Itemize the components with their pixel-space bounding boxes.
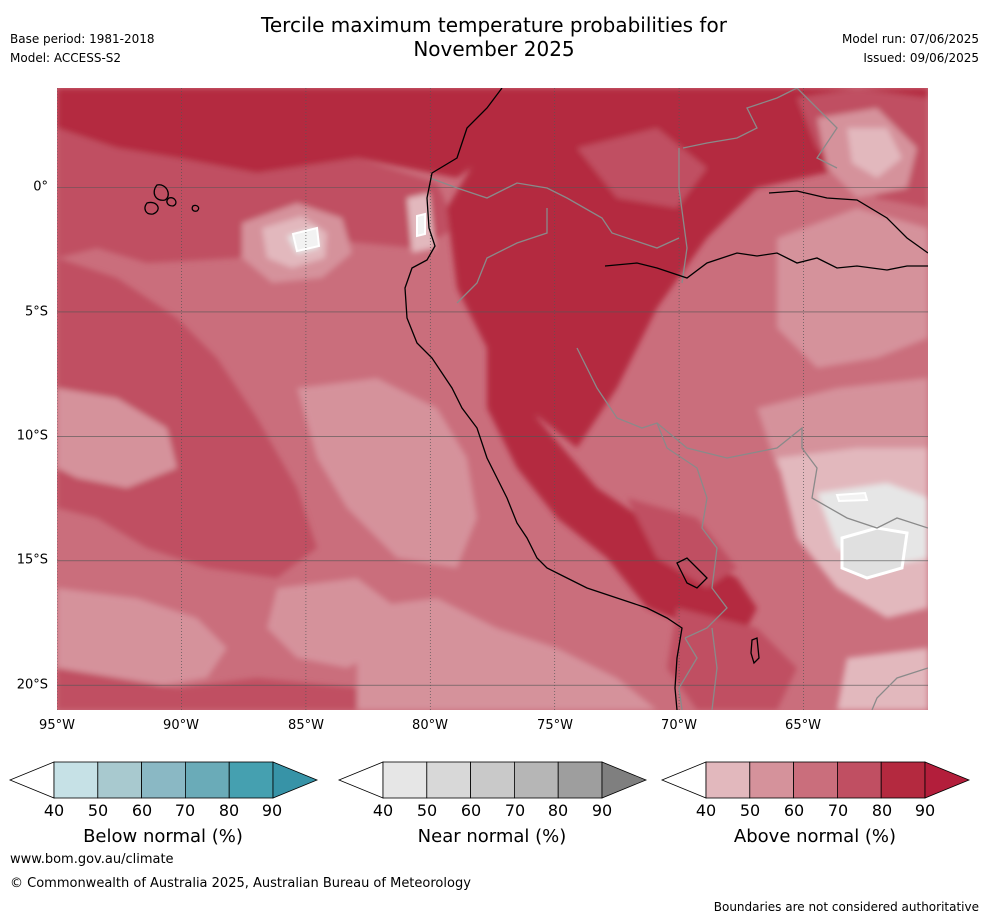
lat-label-15s: 15°S xyxy=(16,552,48,568)
cb-below-tick: 80 xyxy=(218,801,240,820)
title-line-1: Tercile maximum temperature probabilitie… xyxy=(261,13,727,37)
website-link[interactable]: www.bom.gov.au/climate xyxy=(10,852,174,867)
colorbar-segment xyxy=(184,761,230,799)
colorbars xyxy=(8,761,971,799)
colorbar-segment xyxy=(705,761,751,799)
cb-near-tick: 40 xyxy=(372,801,394,820)
cb-below-tick: 50 xyxy=(87,801,109,820)
lon-label-85w: 85°W xyxy=(288,718,324,733)
cb-above-tick: 40 xyxy=(695,801,717,820)
boundaries-disclaimer: Boundaries are not considered authoritat… xyxy=(713,900,979,914)
colorbar-segment xyxy=(557,761,603,799)
lon-label-90w: 90°W xyxy=(163,718,199,733)
model-run-label: Model run: 07/06/2025 xyxy=(841,32,979,46)
lon-label-75w: 75°W xyxy=(537,718,573,733)
country-boundaries xyxy=(429,88,928,710)
colorbar-extend-low xyxy=(660,761,707,799)
colorbar-segment xyxy=(514,761,559,799)
cb-above-tick: 70 xyxy=(827,801,849,820)
colorbar-segment xyxy=(141,761,186,799)
lat-label-5s: 5°S xyxy=(24,304,48,320)
cb-below-tick: 90 xyxy=(261,801,283,820)
colorbar-segment xyxy=(749,761,794,799)
colorbar-segment xyxy=(426,761,471,799)
cb-below-tick: 60 xyxy=(131,801,153,820)
coastlines xyxy=(144,88,928,710)
cb-near-tick: 90 xyxy=(591,801,613,820)
colorbar-extend-high xyxy=(272,761,319,799)
cb-near-tick: 70 xyxy=(504,801,526,820)
colorbar-segment xyxy=(53,761,99,799)
probability-map xyxy=(57,88,928,710)
cb-below-tick: 40 xyxy=(43,801,65,820)
cb-above-tick: 50 xyxy=(739,801,761,820)
colorbar-segment xyxy=(837,761,882,799)
cb-near-tick: 50 xyxy=(416,801,438,820)
lon-label-70w: 70°W xyxy=(661,718,697,733)
lat-label-20s: 20°S xyxy=(16,677,48,693)
cb-above-tick: 90 xyxy=(914,801,936,820)
issued-label: Issued: 09/06/2025 xyxy=(863,51,979,65)
colorbar-extend-high xyxy=(601,761,648,799)
colorbar-extend-low xyxy=(337,761,384,799)
colorbar-below-label: Below normal (%) xyxy=(83,826,243,847)
colorbar-below-normal xyxy=(8,761,319,799)
title-line-2: November 2025 xyxy=(413,37,575,61)
lat-label-10s: 10°S xyxy=(16,428,48,444)
latitude-lines xyxy=(57,187,928,686)
copyright-notice: © Commonwealth of Australia 2025, Austra… xyxy=(10,876,471,891)
cb-near-tick: 80 xyxy=(547,801,569,820)
colorbar-above-label: Above normal (%) xyxy=(733,826,897,847)
colorbar-near-normal xyxy=(337,761,648,799)
colorbar-extend-high xyxy=(924,761,971,799)
colorbar-extend-low xyxy=(8,761,55,799)
lon-label-65w: 65°W xyxy=(785,718,821,733)
colorbar-above-normal xyxy=(660,761,971,799)
map-title: Tercile maximum temperature probabilitie… xyxy=(0,13,988,61)
lat-label-0: 0° xyxy=(33,179,48,195)
colorbar-segment xyxy=(880,761,926,799)
cb-above-tick: 60 xyxy=(783,801,805,820)
cb-near-tick: 60 xyxy=(460,801,482,820)
lon-label-80w: 80°W xyxy=(412,718,448,733)
cb-below-tick: 70 xyxy=(174,801,196,820)
base-period-label: Base period: 1981-2018 xyxy=(10,32,155,46)
colorbar-segment xyxy=(228,761,274,799)
colorbar-segment xyxy=(470,761,515,799)
cb-above-tick: 80 xyxy=(871,801,893,820)
colorbar-segment xyxy=(97,761,143,799)
colorbar-segment xyxy=(382,761,428,799)
model-label: Model: ACCESS-S2 xyxy=(10,51,122,65)
lon-label-95w: 95°W xyxy=(39,718,75,733)
probability-field xyxy=(57,88,928,710)
colorbar-near-label: Near normal (%) xyxy=(417,826,567,847)
colorbar-segment xyxy=(793,761,838,799)
